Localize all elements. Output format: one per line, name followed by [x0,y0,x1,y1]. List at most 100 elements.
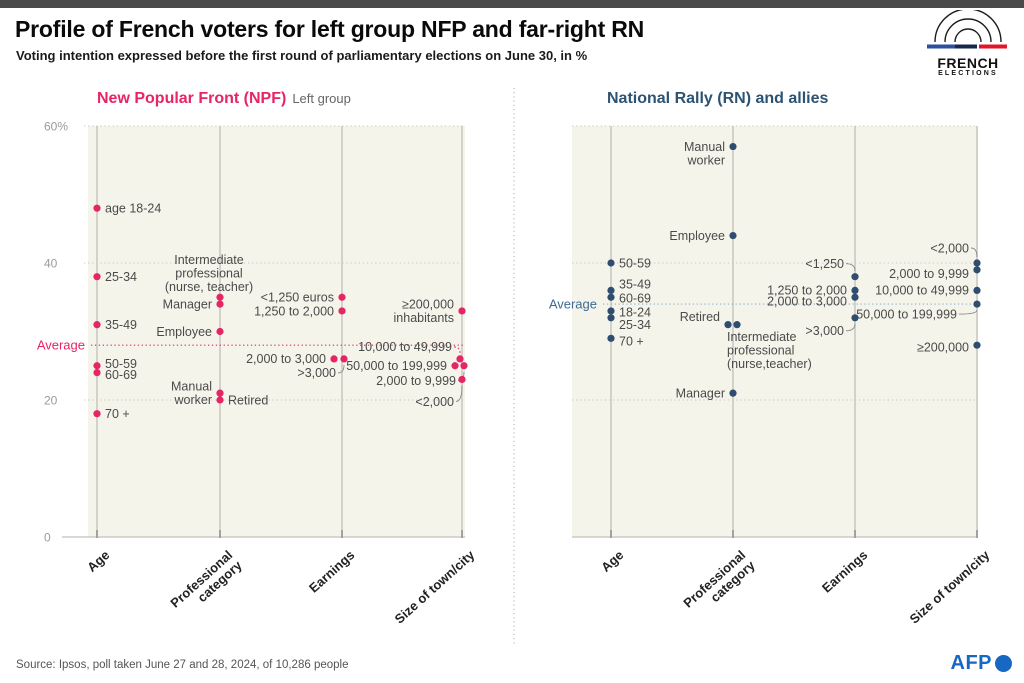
data-point [330,355,338,363]
label-line: Average [37,338,85,353]
label-line: (nurse, teacher) [165,280,253,294]
data-point [607,314,615,322]
point-label: 50-59 [105,357,137,371]
data-point [607,259,615,267]
data-point [607,307,615,315]
label-line: 50-59 [105,357,137,371]
data-point [851,314,859,322]
plot-area [572,126,978,537]
x-axis-label: Age [84,547,112,575]
label-line: 60-69 [105,368,137,382]
point-label: Manual worker [171,380,212,408]
average-label: Average [37,338,85,353]
label-line: <2,000 [930,241,969,255]
label-line: 60-69 [619,292,651,306]
page-subtitle: Voting intention expressed before the fi… [16,48,588,63]
label-line: ≥200,000 [917,341,969,355]
data-point [93,321,101,329]
leader-line [845,323,856,332]
x-axis-label: Age [598,547,626,575]
data-point [729,232,737,240]
point-label: ≥200,000 inhabitants [394,298,455,326]
point-label: age 18-24 [105,202,161,216]
data-point [93,204,101,212]
label-line: Average [549,296,597,311]
point-label: Intermediate professional (nurse,teacher) [727,330,812,371]
label-line: worker [686,154,725,168]
label-line: Retired [228,393,268,407]
point-label: 2,000 to 9,999 [376,374,456,388]
y-tick-label: 20 [44,393,58,407]
data-point [340,355,348,363]
y-tick-label: 40 [44,256,58,270]
label-line: 70 + [619,335,644,349]
data-point [973,259,981,267]
source-note: Source: Ipsos, poll taken June 27 and 28… [16,659,349,671]
label-line: Intermediate [727,330,797,344]
label-line: Manual [684,140,725,154]
x-axis-label-line: Earnings [306,547,357,595]
logo-line1: FRENCH [937,55,999,71]
data-point [973,341,981,349]
top-bar [0,0,1024,8]
point-label: <1,250 [805,257,844,271]
point-label: 50-59 [619,256,651,270]
label-line: Intermediate [174,253,244,267]
label-line: 1,250 to 2,000 [254,304,334,318]
point-label: Manager [676,386,725,400]
afp-wordmark: AFP [950,652,992,674]
point-label: 50,000 to 199,999 [346,359,447,373]
x-axis-label-line: Size of town/city [392,547,478,627]
point-label: 35-49 [619,278,651,292]
data-point [973,286,981,294]
point-label: 25-34 [105,270,137,284]
point-label: Employee [669,229,725,243]
point-label: 18-24 [619,305,651,319]
average-label: Average [549,296,597,311]
x-axis-label-line: Size of town/city [907,547,993,627]
point-label: Manual worker [684,140,725,168]
data-point [458,307,466,315]
label-line: inhabitants [394,311,454,325]
point-label: ≥200,000 [917,341,969,355]
label-line: 20 [44,393,58,407]
point-label: 10,000 to 49,999 [875,284,969,298]
data-point [93,273,101,281]
data-point [93,410,101,418]
y-tick-label: 0 [44,530,51,544]
data-point [851,273,859,281]
data-point [216,300,224,308]
label-line: worker [173,393,212,407]
leader-line [970,247,978,258]
data-point [338,307,346,315]
data-point [973,300,981,308]
point-label: Retired [228,393,268,407]
chart-title: National Rally (RN) and allies [607,90,828,107]
x-axis-label: Size of town/city [907,547,993,627]
label-line: ≥200,000 [402,298,454,312]
label-line: 0 [44,530,51,544]
point-label: 10,000 to 49,999 [358,340,452,354]
label-line: <1,250 [805,257,844,271]
leader-line [453,346,461,353]
label-line: 10,000 to 49,999 [358,340,452,354]
x-axis-label: Size of town/city [392,547,478,627]
point-label: >3,000 [805,324,844,338]
logo-arcs-icon [927,8,1007,49]
leader-line [337,364,345,374]
label-line: >3,000 [805,324,844,338]
label-line: >3,000 [297,366,336,380]
point-label: >3,000 [297,366,336,380]
label-line: 35-49 [619,278,651,292]
data-point [607,334,615,342]
chart-rn: Age Professionalcategory Earnings Size of t… [549,90,993,627]
point-label: 1,250 to 2,000 [767,284,847,298]
data-point [607,286,615,294]
label-line: (nurse,teacher) [727,357,812,371]
label-line: <1,250 euros [261,291,334,305]
chart-title-note: Left group [292,91,351,106]
data-point [93,362,101,370]
label-line: 50,000 to 199,999 [346,359,447,373]
label-line: 2,000 to 3,000 [246,352,326,366]
data-point [216,396,224,404]
